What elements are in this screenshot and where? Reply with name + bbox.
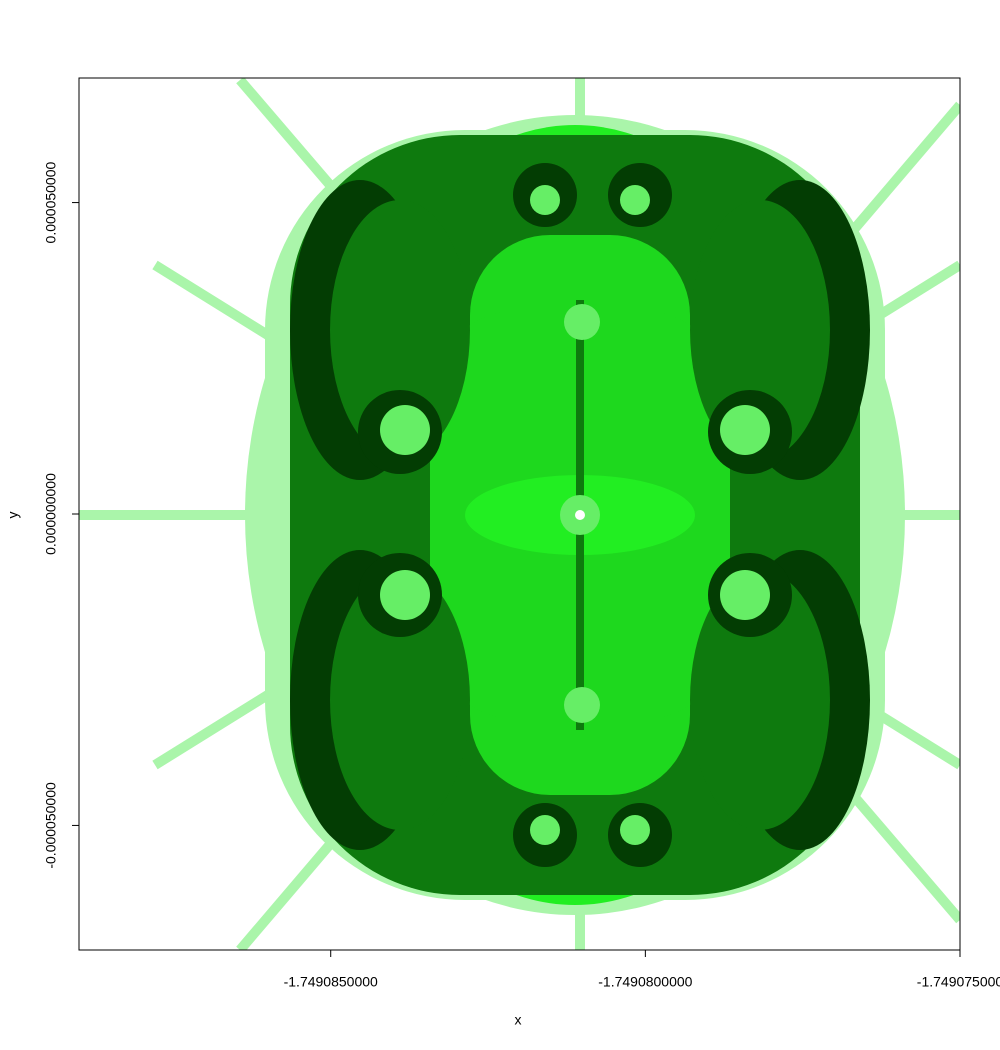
x-axis-label: x (515, 1012, 522, 1028)
y-tick-label: -0.000050000 (43, 782, 59, 869)
x-tick-label: -1.7490850000 (284, 974, 378, 990)
x-tick-label: -1.749075000 (917, 974, 1000, 990)
y-axis-label: y (5, 512, 21, 519)
x-tick-label: -1.7490800000 (598, 974, 692, 990)
y-tick-label: 0.000000000 (43, 473, 59, 555)
fractal-image (79, 78, 960, 950)
y-tick-label: 0.000050000 (43, 161, 59, 243)
